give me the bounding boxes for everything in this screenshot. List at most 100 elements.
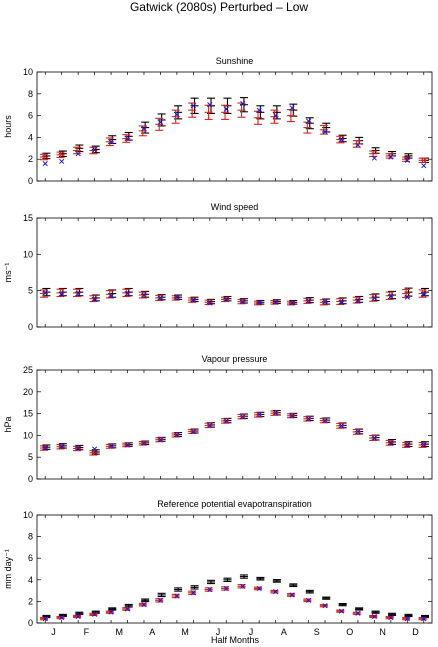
plot-frame: [36, 71, 433, 182]
x-tick-label: J: [51, 627, 56, 637]
y-tick-label: 10: [23, 430, 33, 440]
cross-marker-stroke: [207, 102, 213, 108]
cross-marker: [388, 615, 394, 621]
cross-marker: [289, 413, 295, 419]
cross-marker: [273, 299, 279, 305]
cross-marker-stroke: [355, 298, 361, 304]
cross-marker-stroke: [190, 297, 196, 303]
cross-marker: [371, 295, 377, 301]
observed-errorbar: [75, 611, 84, 615]
cross-marker-stroke: [273, 299, 279, 305]
cross-marker-stroke: [289, 413, 295, 419]
cross-marker: [174, 111, 180, 118]
perturbed-errorbar: [171, 109, 180, 124]
cross-marker-stroke: [75, 151, 81, 157]
cross-marker-stroke: [190, 103, 196, 109]
cross-marker-stroke: [174, 593, 180, 599]
cross-marker: [388, 154, 394, 160]
cross-marker: [92, 146, 98, 152]
panel-title: Wind speed: [211, 202, 259, 212]
observed-errorbar: [239, 574, 248, 579]
cross-marker-stroke: [207, 422, 213, 428]
cross-marker-stroke: [42, 616, 48, 622]
cross-marker: [273, 410, 279, 416]
x-tick-label: D: [412, 627, 419, 637]
cross-marker: [59, 615, 65, 621]
cross-marker-stroke: [223, 296, 229, 302]
observed-errorbar: [322, 122, 331, 133]
y-tick-label: 15: [23, 213, 33, 223]
cross-marker-stroke: [42, 445, 48, 451]
cross-marker-stroke: [59, 158, 65, 164]
cross-marker: [92, 611, 98, 617]
cross-marker-stroke: [404, 442, 410, 448]
cross-marker-stroke: [108, 609, 114, 615]
observed-errorbar: [272, 579, 281, 583]
cross-marker: [306, 298, 312, 304]
cross-marker-stroke: [223, 106, 229, 112]
y-axis-label: mm day⁻¹: [3, 549, 13, 589]
cross-marker-stroke: [388, 440, 394, 446]
cross-marker: [404, 294, 410, 300]
cross-marker: [322, 418, 328, 424]
observed-errorbar: [190, 585, 199, 590]
cross-marker-stroke: [421, 442, 427, 448]
cross-marker-stroke: [371, 155, 377, 161]
cross-marker-stroke: [421, 616, 427, 622]
observed-errorbar: [157, 592, 166, 598]
cross-marker: [42, 161, 48, 167]
x-tick-label: S: [314, 627, 320, 637]
cross-marker: [322, 129, 328, 135]
cross-marker-stroke: [190, 428, 196, 435]
observed-errorbar: [338, 603, 347, 607]
cross-marker-stroke: [306, 597, 312, 603]
cross-marker: [59, 291, 65, 297]
cross-marker: [42, 445, 48, 451]
cross-marker: [207, 300, 213, 306]
cross-marker-stroke: [256, 411, 262, 418]
cross-marker: [42, 290, 48, 296]
cross-marker-stroke: [322, 129, 328, 135]
cross-marker: [75, 445, 81, 452]
cross-marker-stroke: [322, 418, 328, 424]
cross-marker-stroke: [273, 410, 279, 416]
cross-marker-stroke: [388, 293, 394, 300]
cross-marker-stroke: [108, 293, 114, 299]
cross-marker-stroke: [256, 299, 262, 305]
cross-marker: [388, 293, 394, 300]
y-tick-label: 5: [28, 286, 33, 296]
cross-marker: [289, 105, 295, 111]
y-tick-label: 25: [23, 365, 33, 375]
perturbed-errorbar: [56, 151, 65, 159]
observed-errorbar: [388, 612, 397, 616]
cross-marker-stroke: [59, 443, 65, 449]
cross-marker: [207, 102, 213, 108]
perturbed-errorbar: [418, 157, 427, 164]
cross-marker: [421, 616, 427, 622]
cross-marker-stroke: [124, 606, 131, 612]
x-tick-label: N: [379, 627, 386, 637]
cross-marker-stroke: [124, 135, 131, 142]
y-tick-label: 8: [28, 532, 33, 542]
cross-marker-stroke: [141, 126, 147, 132]
panels: Sunshine 0 2 4 6 8 10 hours Wind speed 0 5 10 15 ms⁻¹…: [3, 56, 433, 637]
panel-title: Reference potential evapotranspiration: [157, 499, 312, 509]
cross-marker-stroke: [289, 592, 295, 598]
cross-marker: [190, 297, 196, 303]
cross-marker: [223, 106, 229, 112]
x-tick-label: M: [116, 627, 124, 637]
cross-marker-stroke: [289, 300, 295, 306]
cross-marker-stroke: [404, 616, 410, 622]
cross-marker-stroke: [240, 583, 246, 589]
cross-marker-stroke: [157, 295, 163, 301]
panel-title: Sunshine: [216, 56, 254, 66]
cross-marker-stroke: [190, 590, 196, 596]
cross-marker-stroke: [289, 105, 295, 111]
x-tick-label: J: [216, 627, 221, 637]
cross-marker: [124, 291, 131, 297]
cross-marker: [322, 299, 328, 305]
cross-marker: [273, 113, 279, 119]
observed-errorbar: [207, 579, 216, 585]
cross-marker-stroke: [322, 299, 328, 305]
cross-marker-stroke: [240, 414, 246, 420]
